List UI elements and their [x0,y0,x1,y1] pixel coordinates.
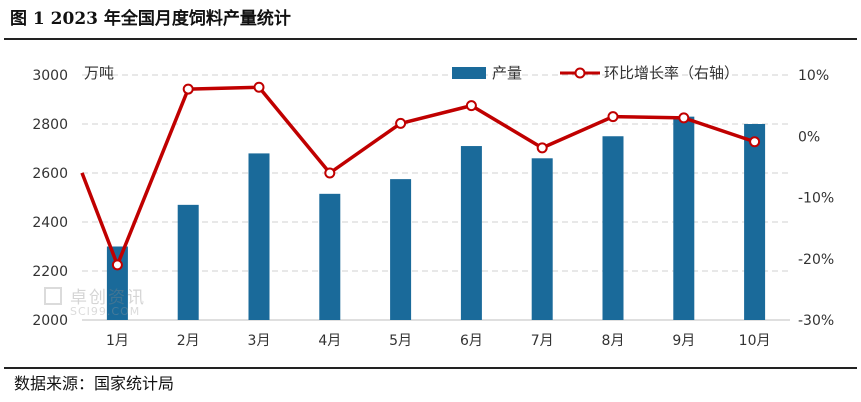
x-tick-label: 1月 [106,333,129,349]
bar-4 [319,193,341,320]
watermark-box-icon [44,287,62,305]
x-tick-label: 10月 [739,333,771,349]
line-point-6 [465,100,477,112]
left-tick-label: 2200 [32,264,68,280]
line-point-3 [253,81,265,93]
left-axis-unit: 万吨 [84,64,114,82]
left-tick-label: 2400 [32,215,68,231]
gridlines [82,74,790,321]
line-series [80,81,761,271]
bar-2 [177,204,199,320]
left-axis-ticks: 2000 2200 2400 2600 2800 3000 [32,68,68,329]
left-tick-label: 2800 [32,117,68,133]
line-point-5 [395,117,407,129]
right-axis-ticks: -30% -20% -10% 0% 10% [798,68,834,329]
bar-3 [248,153,270,320]
x-tick-label: 7月 [531,333,554,349]
left-tick-label: 3000 [32,68,68,84]
bar-9 [673,116,695,321]
x-tick-label: 5月 [389,333,412,349]
legend-bar-swatch [452,67,486,79]
line-point-7 [536,142,548,154]
right-tick-label: 10% [798,68,829,84]
line-point-1 [111,259,123,271]
data-source: 数据来源：国家统计局 [14,374,175,393]
x-tick-label: 9月 [672,333,695,349]
watermark-logo: 卓创资讯 SCI99.COM [44,283,194,321]
x-axis-ticks: 1月 2月 3月 4月 5月 6月 7月 8月 9月 10月 [106,333,771,349]
right-tick-label: 0% [798,129,820,145]
x-tick-label: 6月 [460,333,483,349]
bottom-rule [4,367,857,369]
top-rule [4,38,857,40]
line-point-10 [749,136,761,148]
line-point-8 [607,111,619,123]
figure-title: 图 1 2023 年全国月度饲料产量统计 [10,9,291,29]
line-point-9 [678,112,690,124]
x-tick-label: 2月 [177,333,200,349]
watermark-text-cn: 卓创资讯 [70,288,146,308]
line-point-4 [324,167,336,179]
right-tick-label: -20% [798,252,834,268]
watermark-text-en: SCI99.COM [70,305,141,318]
legend-bar-label: 产量 [492,64,522,82]
left-tick-label: 2600 [32,166,68,182]
right-tick-label: -10% [798,191,834,207]
bar-5 [390,179,412,320]
right-tick-label: -30% [798,313,834,329]
legend-line-marker [574,67,586,79]
bar-7 [531,158,553,320]
left-tick-label: 2000 [32,313,68,329]
x-tick-label: 4月 [318,333,341,349]
bar-6 [460,146,482,320]
x-tick-label: 3月 [248,333,271,349]
bar-10 [744,124,766,320]
line-point-2 [182,83,194,95]
legend: 产量 环比增长率（右轴） [452,64,739,82]
bar-8 [602,136,624,320]
legend-line-label: 环比增长率（右轴） [604,64,739,82]
bar-series [106,116,766,321]
feed-output-chart: 2000 2200 2400 2600 2800 3000 -30% -20% -10% 0% 1… [32,64,834,349]
x-tick-label: 8月 [602,333,625,349]
